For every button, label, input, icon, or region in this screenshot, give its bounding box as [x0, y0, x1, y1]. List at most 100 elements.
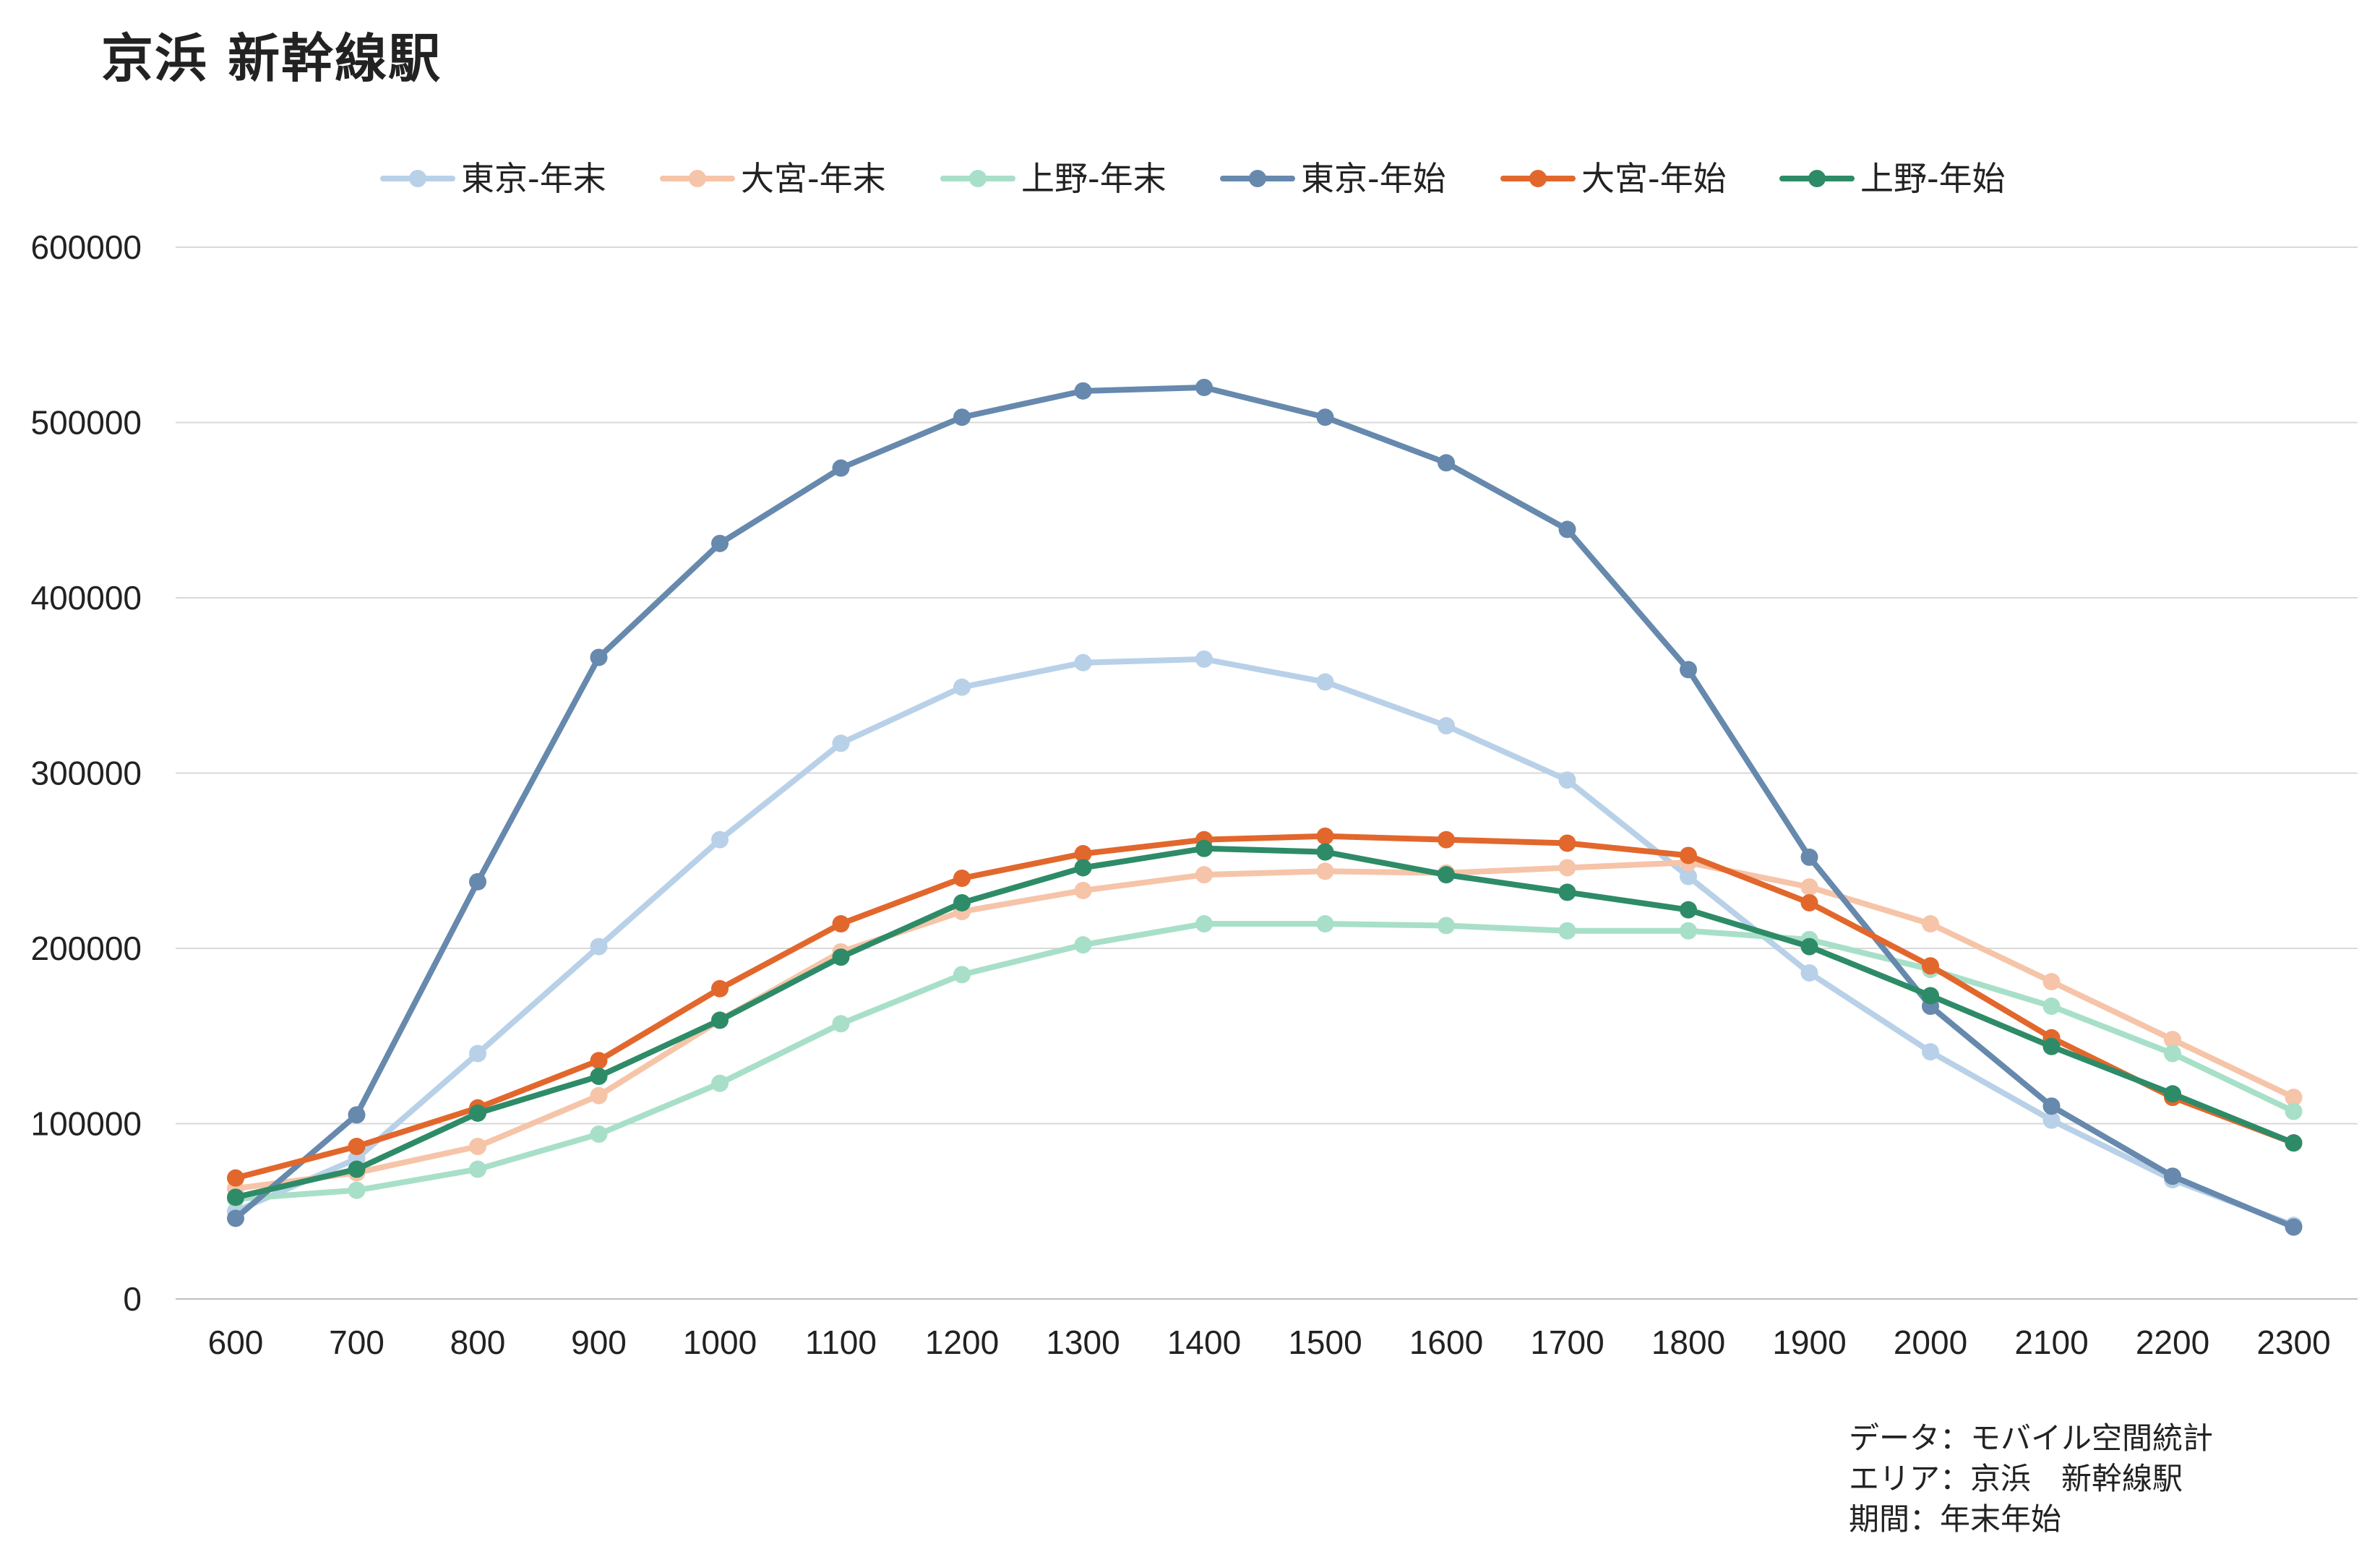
x-tick-label: 1900	[1772, 1324, 1846, 1361]
legend-item: 上野-年末	[940, 159, 1167, 198]
data-point	[1800, 848, 1818, 866]
data-point	[1316, 862, 1334, 880]
legend-label: 大宮-年始	[1581, 159, 1727, 198]
data-point	[1558, 834, 1576, 852]
series-4	[227, 379, 2303, 1236]
x-tick-label: 1200	[925, 1324, 999, 1361]
data-point	[2285, 1102, 2303, 1120]
source-note-data: データ：モバイル空間統計	[1849, 1420, 2214, 1456]
data-point	[1558, 859, 1576, 877]
data-point	[1680, 846, 1697, 865]
y-tick-label: 400000	[31, 579, 142, 617]
data-point	[2164, 1045, 2181, 1063]
y-tick-label: 200000	[31, 930, 142, 967]
x-tick-label: 1800	[1651, 1324, 1725, 1361]
series-3	[227, 915, 2303, 1208]
data-point	[711, 831, 729, 849]
y-axis: 0 100000 200000 300000 400000 500000 600000	[31, 228, 142, 1318]
data-point	[2042, 1111, 2061, 1129]
data-point	[1680, 901, 1697, 919]
data-point	[953, 408, 971, 426]
data-point	[590, 1068, 608, 1086]
data-point	[469, 1138, 486, 1156]
data-point	[832, 948, 850, 966]
data-point	[469, 1104, 486, 1122]
data-point	[711, 534, 729, 552]
data-point	[1800, 938, 1818, 956]
data-point	[1195, 866, 1213, 884]
data-point	[1680, 922, 1697, 940]
data-point	[1195, 839, 1213, 857]
data-point	[1316, 673, 1334, 691]
data-point	[953, 678, 971, 696]
data-point	[227, 1188, 244, 1206]
series-6	[227, 839, 2303, 1206]
series-line	[233, 921, 2297, 1202]
data-point	[1438, 866, 1455, 884]
x-tick-label: 2000	[1894, 1324, 1967, 1361]
x-tick-label: 700	[329, 1324, 385, 1361]
data-point	[590, 1052, 608, 1070]
x-tick-label: 1500	[1288, 1324, 1362, 1361]
data-point	[1316, 827, 1334, 845]
legend-item: 大宮-年始	[1500, 159, 1727, 198]
legend-swatch-marker	[409, 170, 426, 187]
data-point	[1195, 379, 1213, 396]
data-point	[2042, 973, 2061, 991]
data-point	[1195, 650, 1213, 668]
data-point	[1074, 881, 1092, 899]
data-point	[1438, 717, 1455, 735]
data-point	[1680, 661, 1697, 679]
data-point	[953, 893, 971, 912]
data-point	[1680, 867, 1697, 885]
source-note: データ：モバイル空間統計 エリア：京浜 新幹線駅 期間：年末年始	[1849, 1418, 2213, 1540]
data-point	[1922, 987, 1939, 1005]
legend-swatch-marker	[1808, 170, 1826, 187]
series-line	[233, 656, 2297, 1229]
data-point	[2164, 1085, 2181, 1103]
data-point	[1558, 922, 1576, 940]
data-point	[2042, 998, 2061, 1016]
data-point	[832, 459, 850, 477]
data-point	[1438, 917, 1455, 935]
data-point	[1074, 382, 1092, 400]
y-tick-label: 0	[123, 1280, 142, 1318]
legend: 東京-年末 大宮-年末 上野-年末 東京-年始 大宮-年始 上野-年始	[380, 159, 2006, 198]
data-point	[1922, 957, 1939, 975]
data-point	[1316, 915, 1334, 933]
data-point	[348, 1181, 366, 1199]
series-1	[227, 650, 2303, 1235]
data-point	[1074, 653, 1092, 672]
x-tick-label: 1300	[1046, 1324, 1120, 1361]
data-point	[590, 1086, 608, 1105]
data-point	[1922, 1043, 1939, 1061]
data-point	[1438, 831, 1455, 849]
legend-label: 上野-年始	[1860, 159, 2006, 198]
legend-item: 上野-年始	[1779, 159, 2006, 198]
legend-item: 大宮-年末	[660, 159, 886, 198]
x-tick-label: 2100	[2014, 1324, 2088, 1361]
x-tick-label: 2200	[2136, 1324, 2209, 1361]
x-tick-label: 2300	[2256, 1324, 2330, 1361]
series-2	[227, 854, 2303, 1198]
legend-item: 東京-年末	[380, 159, 606, 198]
data-point	[832, 1015, 850, 1033]
data-point	[1074, 936, 1092, 954]
data-point	[2285, 1134, 2303, 1152]
data-point	[953, 966, 971, 984]
source-note-area: エリア：京浜 新幹線駅	[1849, 1461, 2183, 1496]
x-tick-label: 1000	[683, 1324, 757, 1361]
data-point	[2164, 1167, 2181, 1185]
data-point	[2285, 1218, 2303, 1236]
legend-label: 東京-年始	[1301, 159, 1446, 198]
data-point	[469, 872, 486, 891]
legend-swatch-marker	[1529, 170, 1547, 187]
x-tick-label: 1600	[1409, 1324, 1483, 1361]
data-point	[469, 1045, 486, 1063]
data-point	[711, 979, 729, 998]
data-point	[348, 1138, 366, 1156]
x-tick-label: 600	[208, 1324, 264, 1361]
data-point	[590, 648, 608, 666]
legend-swatch-marker	[1249, 170, 1266, 187]
